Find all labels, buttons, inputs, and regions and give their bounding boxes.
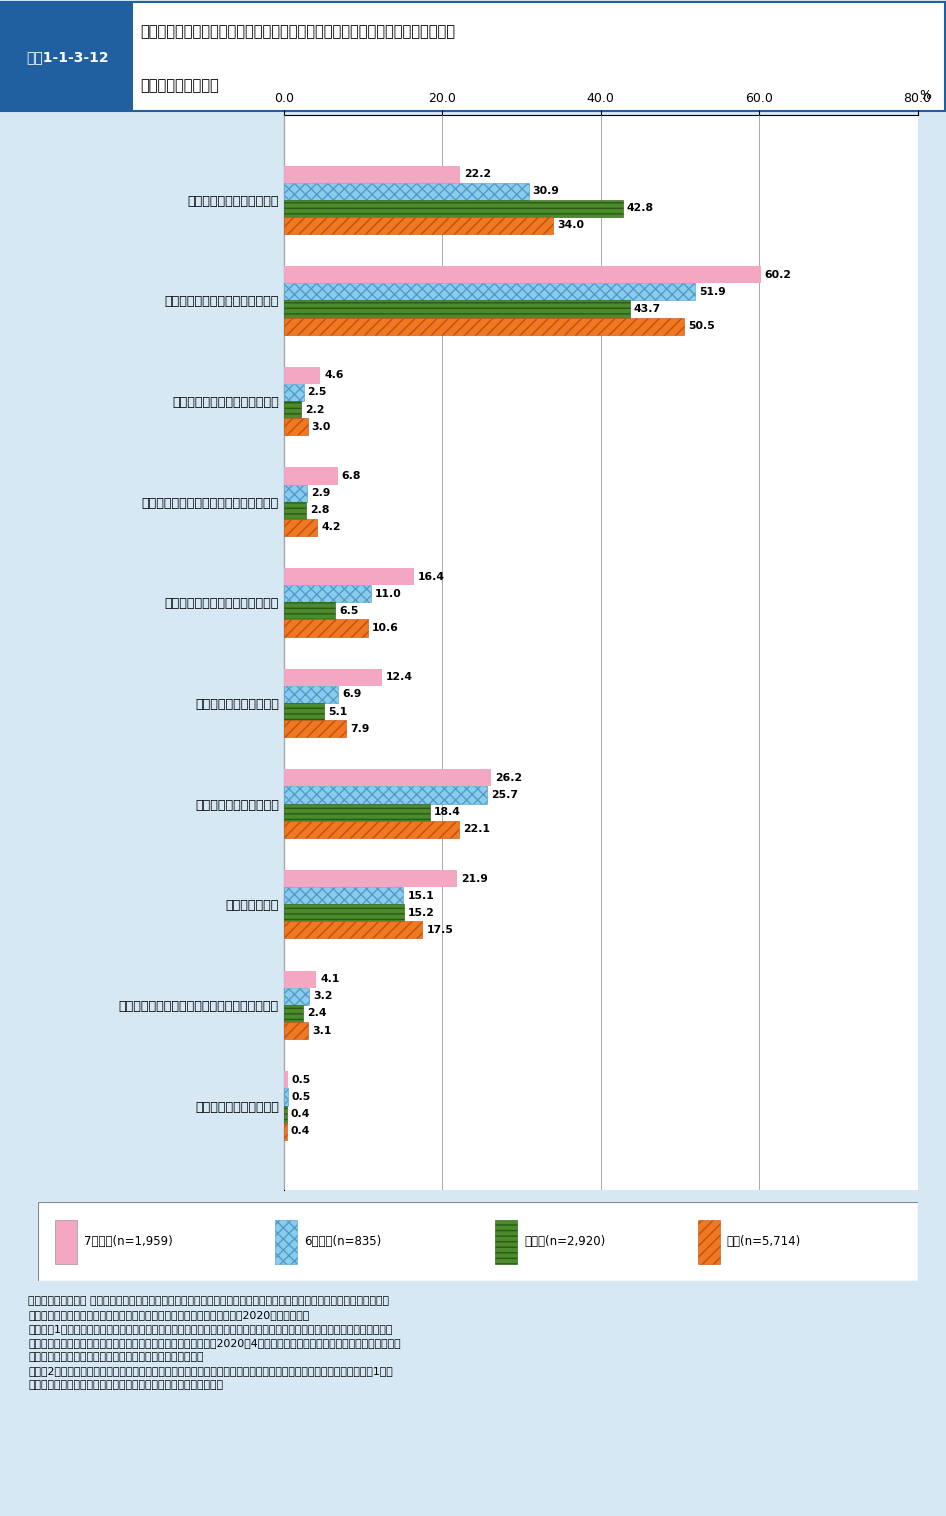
Text: その他(n=2,920): その他(n=2,920) [524,1236,605,1248]
Bar [284,267,761,283]
Text: 10.6: 10.6 [372,623,398,634]
Bar [284,518,317,535]
Bar [284,568,413,585]
Text: 6.5: 6.5 [340,606,359,615]
Text: 6.8: 6.8 [342,471,361,481]
Bar [284,703,324,720]
Text: 42.8: 42.8 [627,203,654,214]
Text: 22.2: 22.2 [464,170,491,179]
Bar [284,870,457,887]
Bar [284,367,321,384]
Bar [284,602,335,620]
Text: 26.2: 26.2 [496,773,522,782]
Text: 60.2: 60.2 [764,270,792,280]
Bar [284,217,553,233]
Text: 7都府県(n=1,959): 7都府県(n=1,959) [84,1236,173,1248]
Text: 0.5: 0.5 [291,1092,311,1102]
Text: 43.7: 43.7 [634,303,661,314]
Text: 15.1: 15.1 [408,891,434,901]
Bar [56,1219,78,1264]
Text: 15.2: 15.2 [408,908,435,917]
Bar [284,887,403,904]
Bar [698,1219,720,1264]
Bar [284,485,307,502]
Text: 50.5: 50.5 [688,321,714,330]
Bar [284,1123,287,1140]
Text: 6.9: 6.9 [342,690,361,699]
Text: 2.4: 2.4 [307,1008,326,1019]
Text: 7.9: 7.9 [350,723,370,734]
Text: 0.5: 0.5 [291,1075,311,1085]
Bar [284,402,301,418]
Bar [284,300,630,317]
Bar [284,787,487,803]
Bar [284,720,346,737]
Text: 資料：一般社団法人 人とまちづくり研究所「新型コロナウイルス感染症が介護保険サービス事業所・職員・利用者等に及ぼ
　　す影響と現場での取組みに関する緊急調査【事: 資料：一般社団法人 人とまちづくり研究所「新型コロナウイルス感染症が介護保険サー… [28,1296,401,1390]
Bar [284,1072,288,1088]
Bar [284,770,491,787]
Bar [284,182,529,200]
Bar [284,988,309,1005]
Text: 2.8: 2.8 [310,505,329,515]
Bar [275,1219,297,1264]
Text: 2.9: 2.9 [310,488,330,499]
Text: 4.6: 4.6 [324,370,343,381]
Text: 16.4: 16.4 [418,572,445,582]
Bar [1,2,133,112]
Text: 21.9: 21.9 [462,873,488,884]
Text: （都道府県区分別）: （都道府県区分別） [140,77,219,92]
Bar [284,200,622,217]
Bar [284,820,459,838]
Bar [284,1022,308,1038]
Bar [284,418,307,435]
Bar [284,467,338,485]
Bar [284,803,429,820]
Text: 3.1: 3.1 [312,1025,332,1035]
Text: 51.9: 51.9 [699,287,726,297]
Bar [284,317,684,335]
Bar [284,1105,287,1123]
Bar [284,165,460,182]
Text: 0.4: 0.4 [291,1110,310,1119]
Text: 30.9: 30.9 [533,186,559,196]
Text: 22.1: 22.1 [463,825,490,834]
Bar [284,585,371,602]
Bar [284,1005,303,1022]
Text: 0.4: 0.4 [291,1126,310,1135]
Text: 18.4: 18.4 [433,807,461,817]
Bar [284,922,423,938]
Text: 5.1: 5.1 [328,706,347,717]
Text: 2.2: 2.2 [306,405,324,414]
Bar [284,685,339,703]
Text: 図表1-1-3-12: 図表1-1-3-12 [26,50,109,64]
Bar [284,970,316,988]
Text: 全体(n=5,714): 全体(n=5,714) [727,1236,801,1248]
Bar [284,384,304,402]
Bar [284,669,382,685]
Text: %: % [919,89,931,102]
Text: 3.0: 3.0 [311,421,331,432]
Text: 2.5: 2.5 [307,388,327,397]
Bar [284,1088,288,1105]
Bar [496,1219,517,1264]
Bar [284,502,306,518]
Bar [284,283,695,300]
Text: 4.1: 4.1 [321,975,340,984]
Bar [284,620,368,637]
Text: 17.5: 17.5 [427,925,453,935]
Text: 11.0: 11.0 [375,588,402,599]
Text: 12.4: 12.4 [386,672,413,682]
Text: 4.2: 4.2 [321,523,341,532]
Text: 新型コロナウイルス感染症の介護保険サービス事業所運営への影響（複数回答）: 新型コロナウイルス感染症の介護保険サービス事業所運営への影響（複数回答） [140,24,455,39]
Text: 34.0: 34.0 [557,220,584,230]
Text: 25.7: 25.7 [491,790,518,800]
Bar [284,904,404,922]
Text: 6道府県(n=835): 6道府県(n=835) [305,1236,381,1248]
Text: 3.2: 3.2 [313,991,333,1002]
